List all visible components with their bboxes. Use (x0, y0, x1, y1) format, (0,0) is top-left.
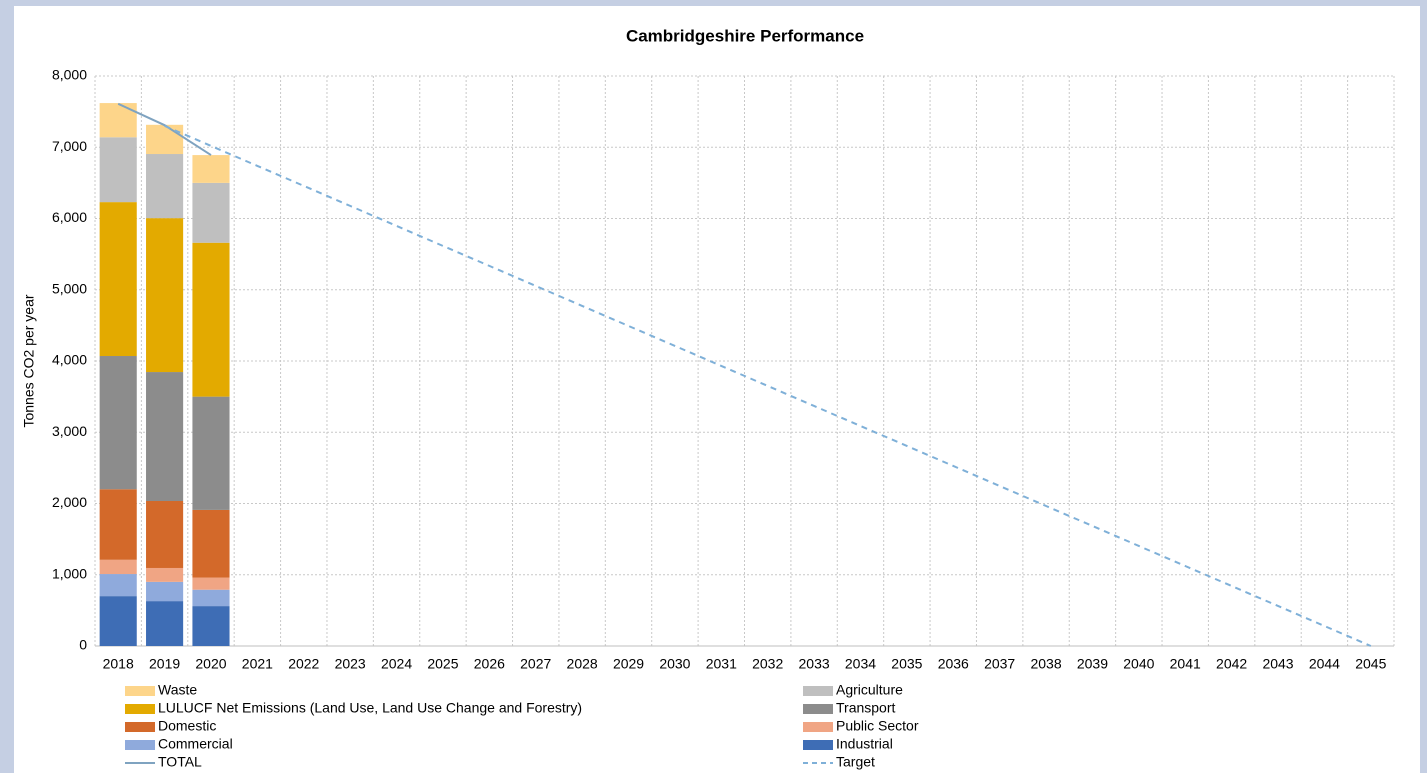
x-tick-label: 2023 (335, 656, 366, 672)
bar-segment (146, 581, 184, 602)
x-tick-label: 2035 (891, 656, 922, 672)
x-tick-label: 2030 (659, 656, 690, 672)
legend-swatch (125, 686, 155, 696)
x-tick-label: 2028 (567, 656, 598, 672)
bar-segment (146, 601, 184, 646)
x-tick-label: 2024 (381, 656, 412, 672)
bar-segment (192, 155, 230, 183)
legend-label: Industrial (836, 736, 893, 752)
bar-segment (99, 137, 137, 203)
chart-title: Cambridgeshire Performance (626, 26, 864, 45)
x-tick-label: 2019 (149, 656, 180, 672)
x-tick-label: 2020 (195, 656, 226, 672)
legend-label: TOTAL (158, 754, 202, 770)
x-tick-label: 2041 (1170, 656, 1201, 672)
bar-segment (146, 154, 184, 219)
x-tick-label: 2042 (1216, 656, 1247, 672)
x-tick-label: 2043 (1262, 656, 1293, 672)
bar-segment (146, 218, 184, 373)
x-tick-label: 2018 (103, 656, 134, 672)
legend-label: Target (836, 754, 875, 770)
bar-segment (99, 103, 137, 138)
legend-label: Transport (836, 700, 896, 716)
legend-label: Waste (158, 682, 197, 698)
bar-segment (192, 589, 230, 607)
bar-segment (192, 242, 230, 397)
x-tick-label: 2029 (613, 656, 644, 672)
legend-label: Commercial (158, 736, 233, 752)
x-tick-label: 2021 (242, 656, 273, 672)
bar-segment (192, 509, 230, 578)
line-series (164, 124, 1372, 647)
legend-swatch (125, 740, 155, 750)
x-tick-label: 2036 (938, 656, 969, 672)
y-axis-label: Tonnes CO2 per year (21, 294, 37, 427)
y-tick-label: 7,000 (52, 138, 87, 154)
legend-swatch (803, 740, 833, 750)
x-tick-label: 2027 (520, 656, 551, 672)
x-tick-label: 2037 (984, 656, 1015, 672)
legend-swatch (803, 686, 833, 696)
bar-segment (192, 577, 230, 590)
bar-segment (192, 606, 230, 646)
bar-segment (99, 202, 137, 357)
legend-swatch (125, 722, 155, 732)
chart-panel (14, 6, 1420, 773)
y-tick-label: 3,000 (52, 423, 87, 439)
x-tick-label: 2032 (752, 656, 783, 672)
x-tick-label: 2026 (474, 656, 505, 672)
x-tick-label: 2039 (1077, 656, 1108, 672)
y-tick-label: 6,000 (52, 209, 87, 225)
y-tick-label: 1,000 (52, 565, 87, 581)
bar-segment (192, 396, 230, 510)
bar-segment (99, 356, 137, 490)
legend-label: Public Sector (836, 718, 919, 734)
y-tick-label: 2,000 (52, 494, 87, 510)
y-tick-label: 8,000 (52, 67, 87, 83)
legend-swatch (803, 722, 833, 732)
bar-segment (146, 501, 184, 568)
y-tick-label: 0 (79, 637, 87, 653)
bar-segment (99, 596, 137, 646)
bar-segment (99, 559, 137, 575)
x-tick-label: 2045 (1355, 656, 1386, 672)
x-tick-label: 2031 (706, 656, 737, 672)
bar-segment (99, 574, 137, 597)
x-tick-label: 2033 (799, 656, 830, 672)
bar-segment (146, 124, 184, 155)
x-tick-label: 2040 (1123, 656, 1154, 672)
legend-label: Domestic (158, 718, 216, 734)
bar-segment (146, 372, 184, 502)
x-tick-label: 2034 (845, 656, 876, 672)
x-tick-label: 2022 (288, 656, 319, 672)
bar-segment (146, 567, 184, 582)
x-tick-label: 2044 (1309, 656, 1340, 672)
legend-swatch (803, 704, 833, 714)
legend-label: Agriculture (836, 682, 903, 698)
legend-label: LULUCF Net Emissions (Land Use, Land Use… (158, 700, 582, 716)
line-series (117, 102, 212, 156)
y-tick-label: 5,000 (52, 280, 87, 296)
x-tick-label: 2025 (427, 656, 458, 672)
bar-segment (99, 489, 137, 560)
legend-swatch (125, 704, 155, 714)
y-tick-label: 4,000 (52, 352, 87, 368)
x-tick-label: 2038 (1030, 656, 1061, 672)
bar-segment (192, 182, 230, 243)
